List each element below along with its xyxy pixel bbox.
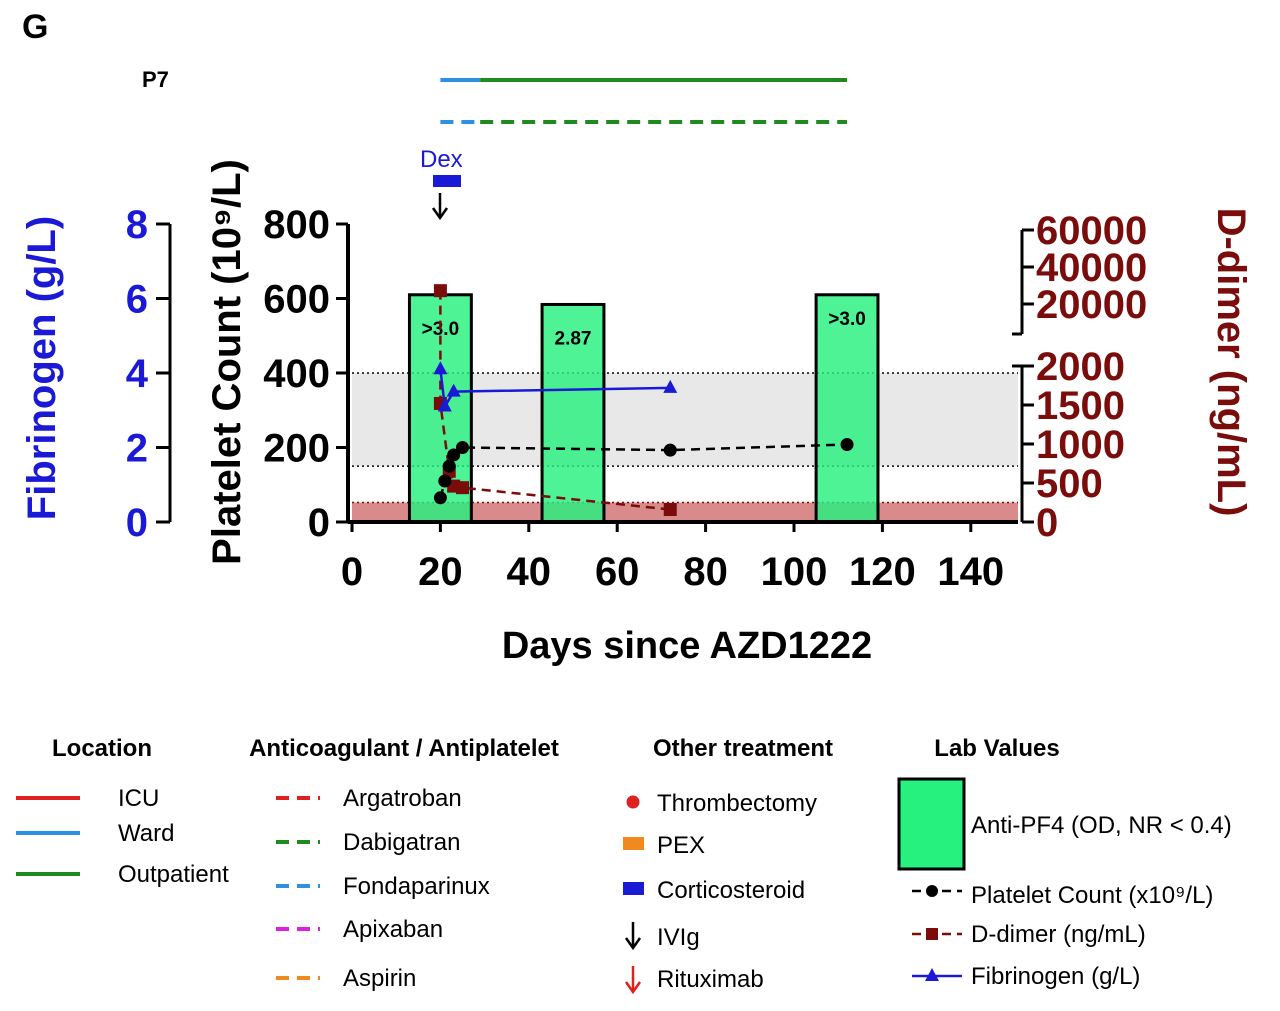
pex-square-icon <box>623 837 644 850</box>
corticosteroid-square-icon <box>623 882 644 895</box>
fibrinogen-line <box>439 369 671 411</box>
platelet-point <box>663 443 677 457</box>
legend-other-rituximab: Rituximab <box>657 966 764 993</box>
antipf4-bar-label: >3.0 <box>828 309 866 330</box>
legend-lab-platelet: Platelet Count (x10⁹/L) <box>971 882 1213 909</box>
x-tick-label: 80 <box>683 550 728 594</box>
antipf4-bar-label: 2.87 <box>555 328 592 349</box>
x-tick-label: 60 <box>595 550 640 594</box>
fibrinogen-tick-label: 2 <box>126 427 148 471</box>
legend-other-thrombectomy: Thrombectomy <box>657 790 817 817</box>
legend-title-other: Other treatment <box>653 735 833 762</box>
ddimer-upper-tick-label: 60000 <box>1036 209 1147 253</box>
platelet-tick-label: 800 <box>263 203 330 247</box>
ddimer-tick-label: 500 <box>1036 462 1103 506</box>
legend-lab-antipf4: Anti-PF4 (OD, NR < 0.4) <box>971 812 1232 839</box>
antipf4-bar <box>540 302 606 524</box>
platelet-axis-title: Platelet Count (10⁹/L) <box>205 159 249 565</box>
antipf4-bar <box>814 293 880 524</box>
legend-anticoag-argatroban: Argatroban <box>343 785 462 812</box>
patient-label: P7 <box>142 67 169 92</box>
ivig-legend-arrow-icon <box>624 922 642 951</box>
platelet-tick-label: 400 <box>263 352 330 396</box>
platelet-point <box>447 448 461 462</box>
x-tick-label: 140 <box>937 550 1004 594</box>
platelet-tick-label: 600 <box>263 278 330 322</box>
rituximab-arrow-icon <box>624 966 642 995</box>
legend-lab-fibrinogen: Fibrinogen (g/L) <box>971 963 1140 990</box>
legend-lab-ddimer: D-dimer (ng/mL) <box>971 921 1146 948</box>
plot-area: >3.0 2.87>3.0 <box>352 284 1018 524</box>
ddimer-tick-label: 1500 <box>1036 384 1125 428</box>
fibrinogen-tick-label: 0 <box>126 501 148 545</box>
platelet-tick-label: 200 <box>263 427 330 471</box>
legend-anticoag-dabigatran: Dabigatran <box>343 829 460 856</box>
platelet-point <box>840 438 854 452</box>
timeline <box>440 78 848 124</box>
x-tick-label: 40 <box>507 550 552 594</box>
fibrinogen-tick-label: 8 <box>126 203 148 247</box>
platelet-point <box>442 459 456 473</box>
ddimer-point <box>456 481 469 495</box>
legend-anticoag-aspirin: Aspirin <box>343 965 416 992</box>
legend-location-outpatient: Outpatient <box>118 861 229 888</box>
ddimer-axis-title: D-dimer (ng/mL) <box>1209 208 1253 517</box>
x-tick-label: 100 <box>761 550 828 594</box>
legend-location-icu: ICU <box>118 785 159 812</box>
x-tick-label: 20 <box>418 550 463 594</box>
legend-location-ward: Ward <box>118 820 174 847</box>
corticosteroid-marker <box>433 175 461 187</box>
ivig-arrow-icon <box>431 193 449 221</box>
fibrinogen-axis-title: Fibrinogen (g/L) <box>20 216 64 520</box>
ddimer-point <box>433 284 447 298</box>
ddimer-upper-tick-label: 20000 <box>1036 283 1147 327</box>
legend-other-pex: PEX <box>657 832 705 859</box>
legend-other-corticosteroid: Corticosteroid <box>657 877 805 904</box>
fibrinogen-point <box>433 361 448 375</box>
platelet-point <box>456 441 469 454</box>
thrombectomy-dot-icon <box>626 795 640 809</box>
legend-anticoag-fondaparinux: Fondaparinux <box>343 873 490 900</box>
legend-title-anticoagulant: Anticoagulant / Antiplatelet <box>249 735 559 762</box>
x-axis-title: Days since AZD1222 <box>502 625 872 667</box>
fibrinogen-tick-label: 4 <box>126 352 149 396</box>
ddimer-point <box>663 503 677 517</box>
legend-anticoag-apixaban: Apixaban <box>343 916 443 943</box>
fibrinogen-tick-label: 6 <box>126 278 148 322</box>
treatment-label-dex: Dex <box>420 146 463 173</box>
ddimer-tick-label: 2000 <box>1036 345 1125 389</box>
x-tick-label: 0 <box>341 550 363 594</box>
legend: Location Anticoagulant / Antiplatelet Ot… <box>16 735 1232 995</box>
ddimer-upper-tick-label: 40000 <box>1036 246 1147 290</box>
legend-other-ivig: IVIg <box>657 924 700 951</box>
legend-platelet-swatch <box>912 885 962 897</box>
platelet-point <box>433 491 447 505</box>
fibrinogen-point <box>446 383 461 397</box>
platelet-point <box>438 474 452 488</box>
legend-title-location: Location <box>52 735 152 762</box>
panel-letter: G <box>22 8 48 46</box>
ddimer-tick-label: 1000 <box>1036 423 1125 467</box>
x-tick-label: 120 <box>849 550 916 594</box>
fibrinogen-point <box>437 398 452 412</box>
axes: 0 20 40 60 80 100 120 1400200400600800024680500… <box>126 203 1147 594</box>
ddimer-tick-label: 0 <box>1036 501 1058 545</box>
ddimer-line <box>439 290 671 511</box>
legend-ddimer-swatch <box>912 928 962 940</box>
platelet-tick-label: 0 <box>308 501 330 545</box>
legend-antipf4-swatch <box>897 777 966 871</box>
legend-fibrinogen-swatch <box>912 968 962 981</box>
fibrinogen-point <box>663 379 678 393</box>
legend-title-lab: Lab Values <box>934 735 1059 762</box>
